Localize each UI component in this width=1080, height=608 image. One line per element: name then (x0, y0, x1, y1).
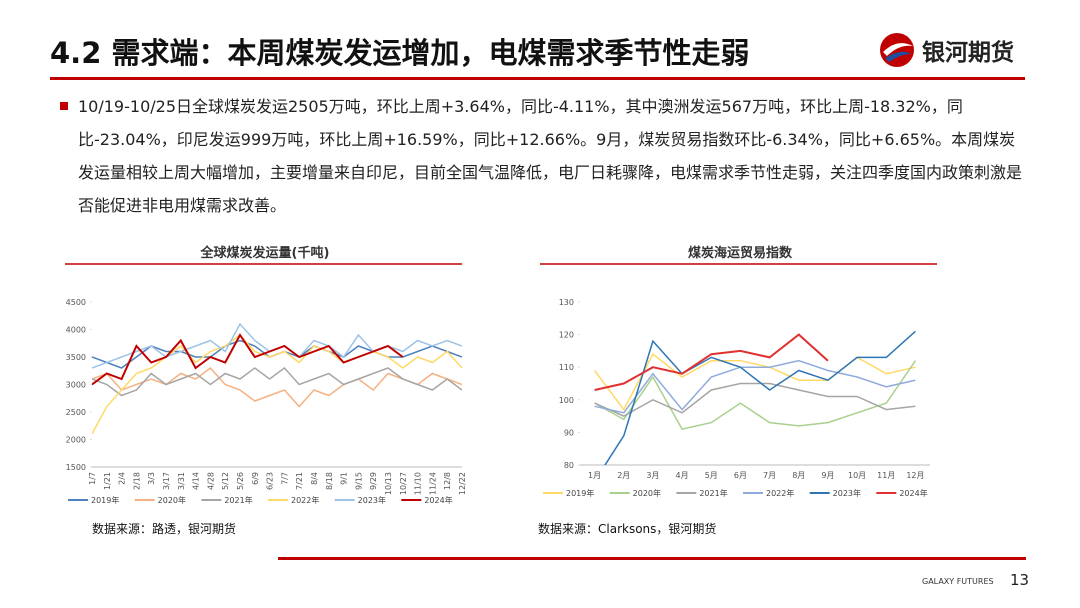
x-tick-label: 7/21 (295, 472, 304, 490)
x-tick-label: 12/8 (443, 472, 452, 490)
x-tick-label: 9月 (821, 471, 834, 480)
chart: 全球煤炭发运量(千吨) 1500 2000 2500 3000 3500 4000 4500 1… (65, 245, 467, 505)
y-tick-label: 4500 (66, 298, 86, 307)
x-tick-label: 7/7 (280, 472, 289, 485)
x-tick-label: 2/18 (132, 472, 141, 490)
series-line (593, 353, 916, 412)
legend-label: 2023年 (833, 488, 861, 498)
bullet (60, 102, 68, 110)
y-tick-label: 2500 (66, 408, 86, 417)
x-tick-label: 4月 (676, 471, 689, 480)
header-rule (50, 77, 1025, 80)
x-tick-label: 5/12 (221, 472, 230, 490)
x-tick-label: 5月 (705, 471, 718, 480)
x-tick-label: 6/23 (266, 472, 275, 490)
x-tick-label: 10/13 (384, 472, 393, 495)
series-line (594, 333, 829, 391)
footer-rule (278, 557, 1026, 560)
x-tick-label: 3/17 (162, 472, 171, 490)
y-tick-label: 80 (564, 461, 574, 470)
x-tick-label: 12月 (906, 471, 924, 480)
chart: 煤炭海运贸易指数 80 90 100 110 120 130 1月 2月 3月 4月 5月 6月 7月 8月… (540, 245, 937, 498)
y-tick-label: 1500 (66, 463, 86, 472)
y-tick-label: 110 (559, 363, 574, 372)
series-line (92, 322, 462, 369)
x-tick-label: 6/9 (251, 472, 260, 485)
legend-label: 2023年 (358, 495, 386, 505)
footer-brand: GALAXY FUTURES (922, 577, 994, 586)
x-tick-label: 10月 (848, 471, 866, 480)
x-tick-label: 7月 (763, 471, 776, 480)
chart-title: 煤炭海运贸易指数 (688, 245, 793, 261)
chart-title: 全球煤炭发运量(千吨) (200, 245, 330, 261)
series-line (604, 330, 916, 465)
x-tick-label: 9/29 (369, 472, 378, 490)
x-tick-label: 8/18 (325, 472, 334, 490)
page-number: 13 (1010, 571, 1030, 589)
series-line (594, 382, 916, 417)
body-text: 10/19-10/25日全球煤炭发运2505万吨，环比上周+3.64%，同比-4… (78, 97, 1023, 215)
x-tick-label: 1/7 (88, 472, 97, 485)
legend-label: 2019年 (566, 488, 594, 498)
x-tick-label: 5/26 (236, 472, 245, 490)
x-tick-label: 9/15 (354, 472, 363, 490)
y-tick-label: 100 (559, 396, 574, 405)
x-tick-label: 4/14 (192, 472, 201, 490)
source-note: 数据来源：Clarksons，银河期货 (538, 522, 717, 536)
y-tick-label: 130 (559, 298, 574, 307)
x-tick-label: 8/4 (310, 472, 319, 485)
legend-label: 2022年 (766, 488, 794, 498)
x-tick-label: 8月 (792, 471, 805, 480)
x-tick-label: 1/21 (103, 472, 112, 490)
y-tick-label: 90 (564, 428, 574, 437)
y-tick-label: 120 (559, 331, 574, 340)
y-tick-label: 2000 (66, 436, 86, 445)
legend-label: 2021年 (699, 488, 727, 498)
logo-text: 银河期货 (922, 40, 1014, 66)
legend-label: 2021年 (224, 495, 252, 505)
x-tick-label: 6月 (734, 471, 747, 480)
legend-label: 2020年 (633, 488, 661, 498)
series-line (594, 360, 917, 430)
legend-label: 2024年 (899, 488, 927, 498)
source-note: 数据来源：路透，银河期货 (92, 522, 237, 536)
series-line (92, 333, 462, 435)
series-line (594, 359, 916, 414)
legend-label: 2024年 (424, 495, 452, 505)
x-tick-label: 2月 (617, 471, 630, 480)
y-tick-label: 3000 (66, 381, 86, 390)
x-tick-label: 4/28 (206, 472, 215, 490)
y-tick-label: 4000 (66, 326, 86, 335)
x-tick-label: 12/22 (458, 472, 467, 495)
x-tick-label: 3月 (646, 471, 659, 480)
x-tick-label: 3/3 (147, 472, 156, 485)
legend-label: 2022年 (291, 495, 319, 505)
series-line (92, 333, 404, 386)
legend-label: 2019年 (91, 495, 119, 505)
x-tick-label: 1月 (588, 471, 601, 480)
slide-title: 4.2 需求端：本周煤炭发运增加，电煤需求季节性走弱 (50, 36, 750, 70)
x-tick-label: 10/27 (399, 472, 408, 495)
x-tick-label: 2/4 (118, 472, 127, 485)
legend-label: 2020年 (158, 495, 186, 505)
x-tick-label: 11/10 (414, 472, 423, 495)
x-tick-label: 11月 (877, 471, 895, 480)
logo-icon (880, 33, 914, 67)
x-tick-label: 11/24 (428, 472, 437, 495)
series-line (92, 366, 462, 397)
x-tick-label: 3/31 (177, 472, 186, 490)
x-tick-label: 9/1 (340, 472, 349, 485)
y-tick-label: 3500 (66, 353, 86, 362)
